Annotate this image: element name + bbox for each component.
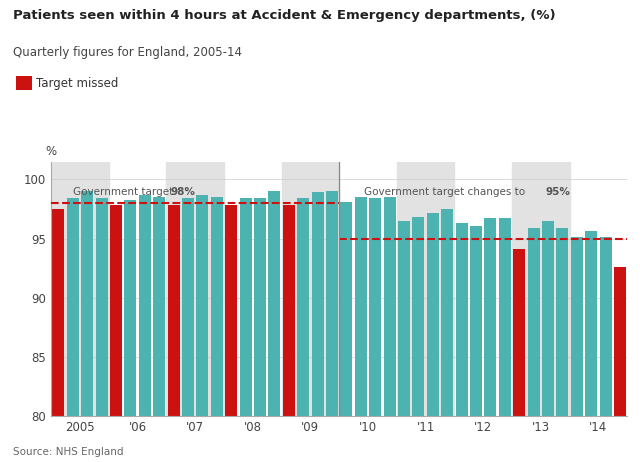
Bar [52, 209, 64, 416]
Text: 95%: 95% [545, 187, 570, 196]
Bar [369, 198, 381, 416]
Bar [427, 213, 438, 416]
Text: Government target changes to: Government target changes to [364, 187, 528, 196]
Bar [211, 197, 223, 416]
Bar [110, 206, 122, 416]
Bar [96, 198, 108, 416]
Bar [326, 191, 338, 416]
Bar [196, 195, 208, 416]
Bar [571, 237, 582, 416]
Bar [499, 219, 511, 416]
Bar [168, 206, 179, 416]
Text: Government target: Government target [73, 187, 176, 196]
Bar [125, 200, 136, 416]
Bar [456, 223, 467, 416]
Bar [340, 202, 352, 416]
Bar [355, 197, 367, 416]
Text: 98%: 98% [171, 187, 196, 196]
Bar [442, 209, 453, 416]
Bar [254, 198, 266, 416]
Bar [398, 221, 410, 416]
Bar [225, 206, 237, 416]
Bar [600, 237, 611, 416]
Text: Patients seen within 4 hours at Accident & Emergency departments, (%): Patients seen within 4 hours at Accident… [13, 9, 556, 22]
Bar [528, 228, 540, 416]
Bar [614, 267, 626, 416]
Bar [384, 197, 396, 416]
Bar [240, 198, 252, 416]
Bar [513, 249, 525, 416]
Bar [51, 162, 109, 416]
Bar [166, 162, 224, 416]
Bar [470, 225, 482, 416]
Bar [154, 197, 165, 416]
Bar [586, 231, 597, 416]
Text: %: % [45, 145, 57, 158]
Text: Target missed: Target missed [36, 77, 119, 90]
Bar [557, 228, 568, 416]
Bar [139, 195, 150, 416]
Bar [298, 198, 309, 416]
Bar [67, 198, 79, 416]
Bar [413, 217, 424, 416]
Bar [542, 221, 554, 416]
Bar [282, 162, 339, 416]
Bar [397, 162, 454, 416]
Bar [312, 193, 323, 416]
Text: Source: NHS England: Source: NHS England [13, 447, 124, 457]
Bar [283, 206, 294, 416]
Bar [484, 219, 496, 416]
Bar [182, 198, 194, 416]
Bar [512, 162, 570, 416]
Text: Quarterly figures for England, 2005-14: Quarterly figures for England, 2005-14 [13, 46, 242, 59]
Bar [269, 191, 280, 416]
Bar [81, 191, 93, 416]
